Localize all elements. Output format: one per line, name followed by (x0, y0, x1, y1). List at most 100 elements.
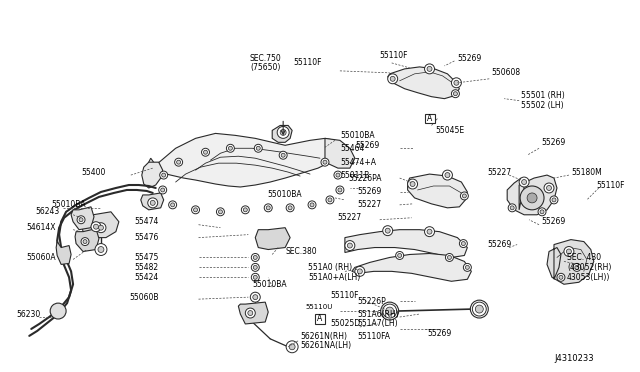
Circle shape (175, 158, 182, 166)
Circle shape (519, 177, 529, 187)
Circle shape (334, 171, 342, 179)
Polygon shape (148, 134, 340, 187)
Circle shape (472, 302, 486, 316)
Circle shape (83, 240, 87, 244)
Text: SEC.750: SEC.750 (250, 54, 281, 64)
Circle shape (470, 300, 488, 318)
Text: 55010BA: 55010BA (268, 190, 302, 199)
Circle shape (385, 228, 390, 233)
Circle shape (253, 295, 258, 299)
Circle shape (520, 186, 544, 210)
Circle shape (161, 188, 164, 192)
Text: 55110F: 55110F (596, 180, 625, 189)
Circle shape (540, 210, 544, 214)
Circle shape (93, 224, 99, 229)
Circle shape (252, 253, 259, 262)
Circle shape (386, 307, 394, 315)
Text: 55400: 55400 (81, 168, 106, 177)
Text: 55227: 55227 (487, 168, 511, 177)
Text: 551A0 (RH): 551A0 (RH) (308, 263, 352, 272)
Circle shape (575, 265, 579, 269)
Polygon shape (272, 125, 292, 142)
Polygon shape (56, 241, 71, 264)
Text: 551A0+A(LH): 551A0+A(LH) (308, 273, 360, 282)
Circle shape (326, 196, 334, 204)
Text: A: A (317, 314, 323, 324)
Text: 55424: 55424 (134, 273, 159, 282)
Text: (75650): (75650) (250, 63, 280, 73)
Circle shape (250, 292, 260, 302)
Circle shape (177, 160, 180, 164)
Text: 55110FA: 55110FA (358, 332, 391, 341)
Circle shape (460, 192, 468, 200)
Text: 55010BA: 55010BA (252, 280, 287, 289)
Circle shape (564, 247, 574, 256)
Polygon shape (345, 230, 467, 257)
Text: 55269: 55269 (541, 217, 565, 226)
Circle shape (566, 249, 572, 254)
Text: 55060A: 55060A (26, 253, 56, 262)
Circle shape (522, 180, 527, 185)
Circle shape (243, 208, 247, 212)
Text: J4310233: J4310233 (554, 354, 594, 363)
Circle shape (383, 226, 393, 235)
Circle shape (408, 179, 417, 189)
Circle shape (336, 173, 340, 177)
Circle shape (538, 208, 546, 216)
Polygon shape (71, 207, 94, 230)
Circle shape (254, 144, 262, 152)
Circle shape (96, 223, 106, 232)
Circle shape (79, 218, 83, 222)
Circle shape (202, 148, 209, 156)
Circle shape (191, 206, 200, 214)
Circle shape (397, 253, 402, 257)
Circle shape (544, 183, 554, 193)
Circle shape (280, 129, 286, 135)
Circle shape (91, 222, 101, 232)
Circle shape (508, 204, 516, 212)
Circle shape (148, 198, 157, 208)
Circle shape (150, 201, 156, 205)
Text: 56230: 56230 (17, 310, 40, 318)
Circle shape (476, 305, 483, 313)
Text: 55110F: 55110F (330, 291, 358, 300)
Text: SEC.380: SEC.380 (285, 247, 317, 256)
Circle shape (328, 198, 332, 202)
Text: SEC. 430: SEC. 430 (567, 253, 601, 262)
Text: 55226P: 55226P (358, 296, 387, 306)
Circle shape (289, 344, 295, 350)
Text: 56261N(RH): 56261N(RH) (300, 332, 347, 341)
Circle shape (50, 303, 66, 319)
Text: 550608: 550608 (492, 68, 520, 77)
Polygon shape (547, 240, 594, 284)
Circle shape (547, 186, 552, 190)
Circle shape (77, 216, 85, 224)
Text: 55269: 55269 (428, 329, 452, 339)
Circle shape (527, 193, 537, 203)
Polygon shape (141, 193, 164, 210)
Text: 55180M: 55180M (571, 168, 602, 177)
Circle shape (228, 146, 232, 150)
Circle shape (321, 158, 329, 166)
Polygon shape (388, 67, 460, 99)
Circle shape (424, 227, 435, 237)
Circle shape (410, 182, 415, 186)
Circle shape (357, 269, 362, 274)
Circle shape (279, 151, 287, 159)
Circle shape (465, 265, 469, 269)
Polygon shape (507, 175, 557, 215)
Circle shape (348, 243, 353, 248)
Polygon shape (238, 302, 268, 324)
Polygon shape (255, 228, 290, 250)
Circle shape (308, 201, 316, 209)
Text: 55475: 55475 (134, 253, 159, 262)
Text: 55045E: 55045E (435, 126, 465, 135)
Bar (424, 113, 435, 124)
Circle shape (227, 144, 234, 152)
Circle shape (310, 203, 314, 207)
Text: 551A7(LH): 551A7(LH) (358, 320, 399, 328)
Text: 55227: 55227 (338, 213, 362, 222)
Circle shape (573, 263, 581, 271)
Circle shape (445, 173, 450, 177)
Text: 55060B: 55060B (129, 293, 159, 302)
